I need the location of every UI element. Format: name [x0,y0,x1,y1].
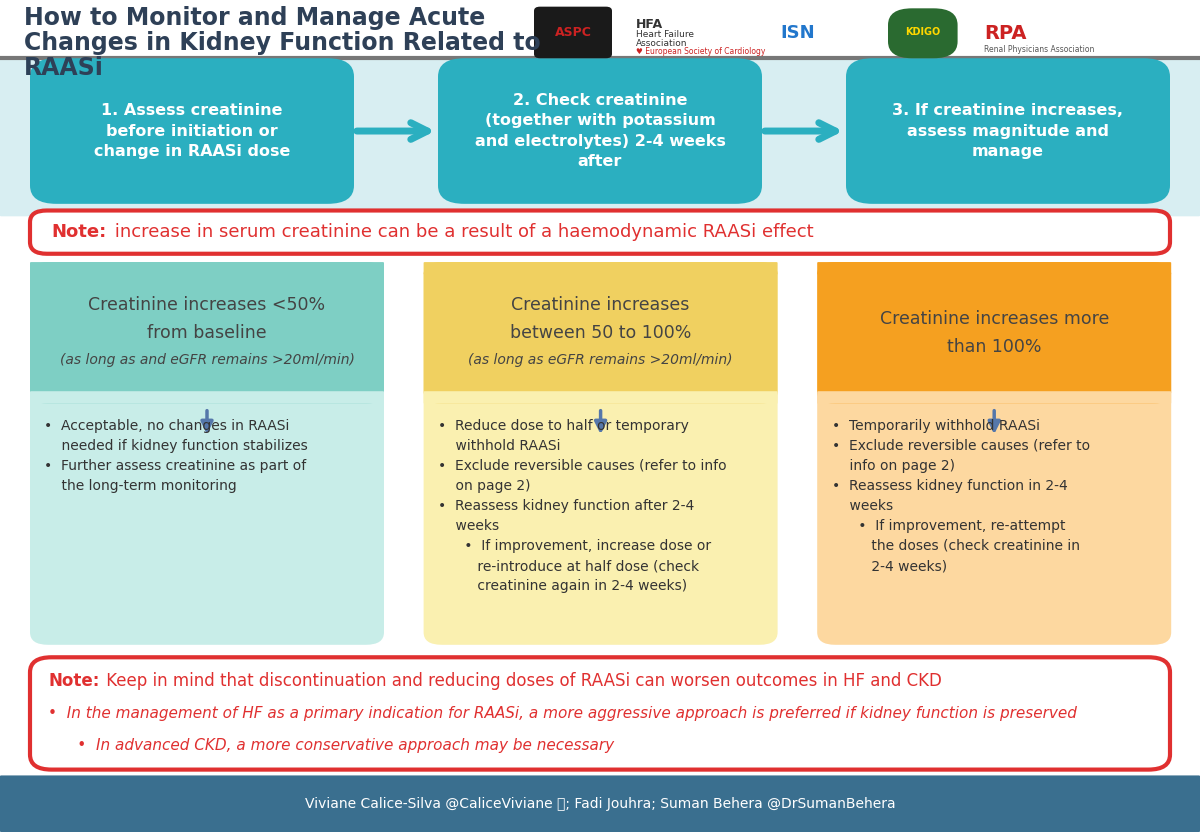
Text: Keep in mind that discontinuation and reducing doses of RAASi can worsen outcome: Keep in mind that discontinuation and re… [101,671,942,690]
Text: (as long as and eGFR remains >20ml/min): (as long as and eGFR remains >20ml/min) [60,354,354,368]
FancyBboxPatch shape [30,262,384,645]
Text: Changes in Kidney Function Related to: Changes in Kidney Function Related to [24,31,541,55]
Text: Renal Physicians Association: Renal Physicians Association [984,46,1094,54]
FancyBboxPatch shape [30,210,1170,254]
Text: (as long as eGFR remains >20ml/min): (as long as eGFR remains >20ml/min) [468,354,733,368]
Text: •  In the management of HF as a primary indication for RAASi, a more aggressive : • In the management of HF as a primary i… [48,706,1076,721]
Text: •  Temporarily withhold RAASi
•  Exclude reversible causes (refer to
    info on: • Temporarily withhold RAASi • Exclude r… [832,418,1090,573]
Text: Association: Association [636,39,688,47]
Text: ♥ European Society of Cardiology: ♥ European Society of Cardiology [636,47,766,56]
Text: Creatinine increases <50%: Creatinine increases <50% [89,296,325,314]
FancyBboxPatch shape [817,262,1171,404]
Text: Creatinine increases: Creatinine increases [511,296,690,314]
Text: Note:: Note: [48,671,100,690]
FancyBboxPatch shape [534,7,612,58]
FancyBboxPatch shape [0,0,1200,54]
Text: Heart Failure: Heart Failure [636,31,694,39]
FancyBboxPatch shape [424,262,778,275]
Text: •  Acceptable, no changes in RAASi
    needed if kidney function stabilizes
•  F: • Acceptable, no changes in RAASi needed… [44,418,308,493]
FancyBboxPatch shape [438,58,762,204]
FancyBboxPatch shape [424,391,778,404]
Text: between 50 to 100%: between 50 to 100% [510,324,691,342]
Text: RAASi: RAASi [24,56,104,80]
Text: Note:: Note: [52,223,107,241]
FancyBboxPatch shape [424,262,778,404]
FancyBboxPatch shape [0,775,1200,832]
Text: 3. If creatinine increases,
assess magnitude and
manage: 3. If creatinine increases, assess magni… [893,103,1123,159]
Text: •  Reduce dose to half or temporary
    withhold RAASi
•  Exclude reversible cau: • Reduce dose to half or temporary withh… [438,418,727,593]
FancyBboxPatch shape [30,262,384,275]
FancyBboxPatch shape [817,391,1171,404]
FancyBboxPatch shape [424,262,778,645]
Text: How to Monitor and Manage Acute: How to Monitor and Manage Acute [24,6,485,30]
Text: KDIGO: KDIGO [905,27,941,37]
Text: than 100%: than 100% [947,338,1042,355]
Text: from baseline: from baseline [148,324,266,342]
Text: 1. Assess creatinine
before initiation or
change in RAASi dose: 1. Assess creatinine before initiation o… [94,103,290,159]
Text: 2. Check creatinine
(together with potassium
and electrolytes) 2-4 weeks
after: 2. Check creatinine (together with potas… [474,93,726,169]
FancyBboxPatch shape [30,58,354,204]
FancyBboxPatch shape [817,262,1171,645]
Text: increase in serum creatinine can be a result of a haemodynamic RAASi effect: increase in serum creatinine can be a re… [109,223,814,241]
Text: HFA: HFA [636,18,664,32]
FancyBboxPatch shape [0,58,1200,216]
Text: ASPC: ASPC [556,26,592,39]
FancyBboxPatch shape [846,58,1170,204]
Text: RPA: RPA [984,24,1026,42]
Text: •  In advanced CKD, a more conservative approach may be necessary: • In advanced CKD, a more conservative a… [48,738,614,753]
FancyBboxPatch shape [30,657,1170,770]
FancyBboxPatch shape [888,8,958,58]
Text: Creatinine increases more: Creatinine increases more [880,310,1109,328]
Text: ISN: ISN [780,24,815,42]
Text: Viviane Calice-Silva @CaliceViviane 🐦; Fadi Jouhra; Suman Behera @DrSumanBehera: Viviane Calice-Silva @CaliceViviane 🐦; F… [305,797,895,810]
FancyBboxPatch shape [817,262,1171,275]
FancyBboxPatch shape [30,391,384,404]
FancyBboxPatch shape [30,262,384,404]
